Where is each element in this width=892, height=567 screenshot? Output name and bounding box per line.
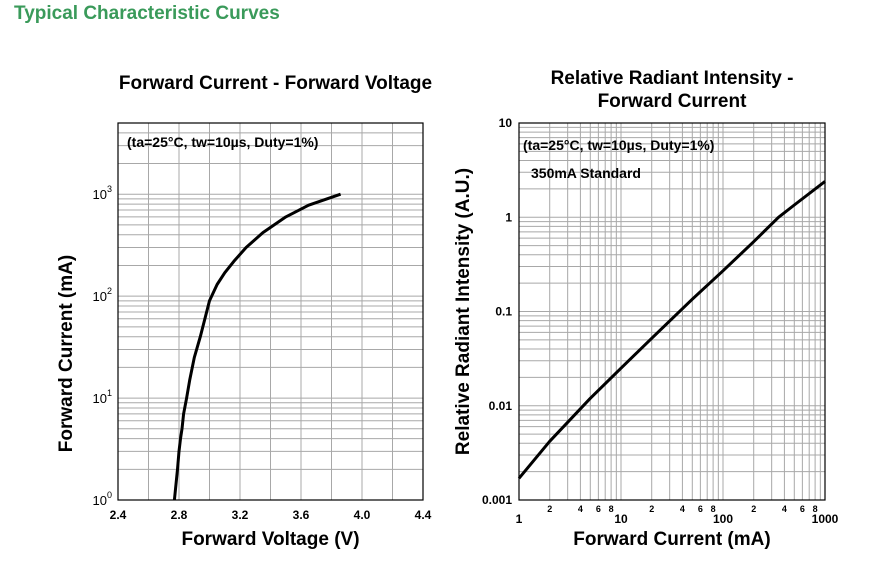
conditions-annotation: (ta=25°C, tw=10µs, Duty=1%)	[127, 134, 318, 150]
x-minor-tick-label: 4	[578, 504, 583, 514]
y-tick-label: 102	[93, 286, 112, 304]
x-minor-tick-label: 6	[800, 504, 805, 514]
standard-annotation: 350mA Standard	[531, 165, 641, 181]
x-minor-tick-label: 8	[711, 504, 716, 514]
x-minor-tick-label: 4	[680, 504, 685, 514]
x-tick-label: 3.6	[293, 508, 310, 522]
series-line-radiant-intensity	[517, 180, 826, 480]
y-axis-label: Relative Radiant Intensity (A.U.)	[453, 168, 474, 455]
x-minor-tick-label: 2	[751, 504, 756, 514]
y-tick-label: 100	[93, 490, 112, 508]
x-minor-tick-label: 8	[609, 504, 614, 514]
x-tick-label: 100	[713, 512, 733, 526]
x-tick-label: 4.0	[354, 508, 371, 522]
x-minor-tick-label: 2	[649, 504, 654, 514]
y-axis-label: Forward Current (mA)	[56, 255, 77, 452]
series-line-forward-current	[172, 192, 342, 501]
x-minor-tick-label: 2	[547, 504, 552, 514]
y-tick-label: 10	[499, 116, 513, 130]
x-axis-label: Forward Voltage (V)	[181, 529, 359, 550]
x-minor-tick-label: 6	[596, 504, 601, 514]
y-tick-label: 101	[93, 388, 112, 406]
x-tick-label: 4.4	[415, 508, 432, 522]
x-tick-label: 2.4	[110, 508, 127, 522]
x-tick-label: 1000	[812, 512, 839, 526]
page-title: Typical Characteristic Curves	[14, 3, 280, 24]
y-tick-label: 0.001	[482, 493, 512, 507]
plot-frame-vf	[117, 122, 424, 501]
plot-frame-intensity	[518, 122, 826, 501]
x-tick-label: 10	[614, 512, 628, 526]
x-minor-tick-label: 4	[782, 504, 787, 514]
x-minor-tick-label: 6	[698, 504, 703, 514]
y-tick-label: 103	[93, 184, 112, 202]
y-tick-label: 1	[505, 210, 512, 224]
chart-title-line1: Relative Radiant Intensity -	[551, 68, 794, 89]
x-tick-label: 2.8	[171, 508, 188, 522]
conditions-annotation: (ta=25°C, tw=10µs, Duty=1%)	[523, 137, 714, 153]
x-minor-tick-label: 8	[813, 504, 818, 514]
y-tick-label: 0.1	[495, 305, 512, 319]
x-tick-label: 3.2	[232, 508, 249, 522]
chart-title: Forward Current - Forward Voltage	[119, 73, 432, 94]
x-tick-label: 1	[516, 512, 523, 526]
chart-title-line2: Forward Current	[598, 91, 748, 112]
x-axis-label: Forward Current (mA)	[573, 529, 770, 550]
y-tick-label: 0.01	[489, 399, 513, 413]
